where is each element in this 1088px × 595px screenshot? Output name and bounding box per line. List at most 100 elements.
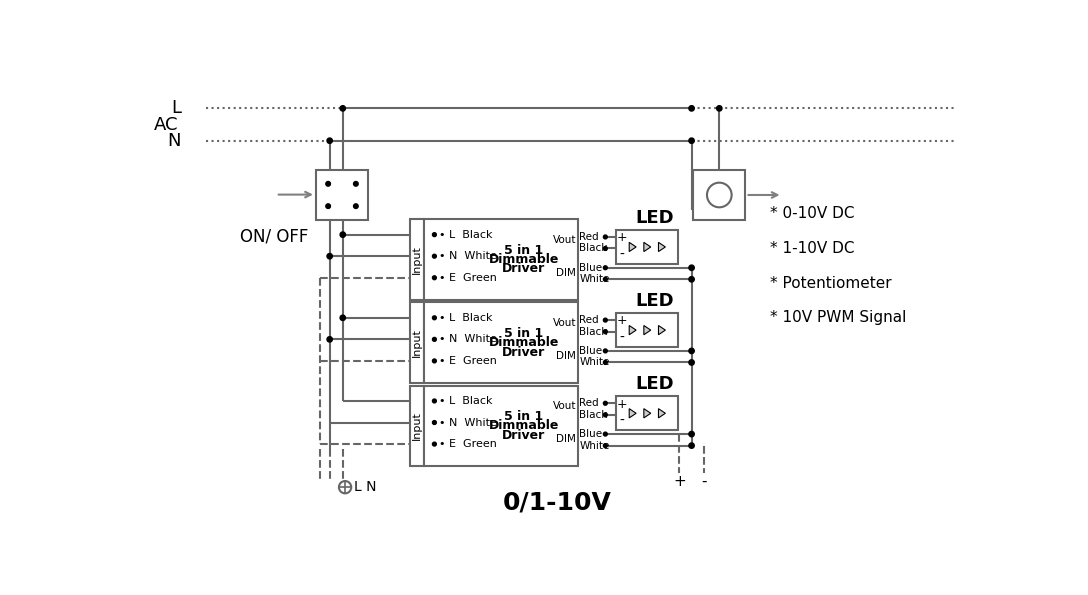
Circle shape xyxy=(432,359,436,363)
Circle shape xyxy=(604,277,607,281)
Text: +: + xyxy=(616,231,627,244)
Bar xyxy=(410,302,423,383)
Text: * 0-10V DC: * 0-10V DC xyxy=(770,206,854,221)
Circle shape xyxy=(717,106,722,111)
Circle shape xyxy=(604,235,607,239)
Circle shape xyxy=(689,277,694,282)
Circle shape xyxy=(325,204,331,208)
Circle shape xyxy=(689,348,694,353)
Text: White: White xyxy=(579,274,609,284)
Bar xyxy=(616,396,678,430)
Circle shape xyxy=(341,232,346,237)
Text: White: White xyxy=(579,441,609,450)
Polygon shape xyxy=(629,409,636,418)
Text: Dimmable: Dimmable xyxy=(489,419,559,433)
Bar xyxy=(410,386,423,466)
Circle shape xyxy=(604,266,607,270)
Bar xyxy=(423,386,578,466)
Text: 5 in 1: 5 in 1 xyxy=(504,244,543,257)
Polygon shape xyxy=(644,409,651,418)
Text: * 10V PWM Signal: * 10V PWM Signal xyxy=(770,311,906,325)
Text: Input: Input xyxy=(411,412,422,440)
Text: Blue: Blue xyxy=(579,346,603,356)
Polygon shape xyxy=(644,242,651,252)
Circle shape xyxy=(325,181,331,186)
Polygon shape xyxy=(658,325,666,335)
Text: LED: LED xyxy=(635,375,673,393)
Text: • E  Green: • E Green xyxy=(440,356,497,366)
Text: Driver: Driver xyxy=(502,429,545,441)
Bar xyxy=(423,219,578,300)
Circle shape xyxy=(354,204,358,208)
Circle shape xyxy=(604,349,607,353)
Text: Black: Black xyxy=(579,243,607,253)
Circle shape xyxy=(327,253,332,259)
Circle shape xyxy=(689,138,694,143)
Circle shape xyxy=(432,337,436,342)
Text: DIM: DIM xyxy=(556,434,576,444)
Text: N: N xyxy=(168,131,181,150)
Text: Blue: Blue xyxy=(579,429,603,439)
Text: Black: Black xyxy=(579,327,607,337)
Circle shape xyxy=(689,106,694,111)
Text: 0/1-10V: 0/1-10V xyxy=(503,491,613,515)
Text: Input: Input xyxy=(411,245,422,274)
Text: • E  Green: • E Green xyxy=(440,273,497,283)
Text: Dimmable: Dimmable xyxy=(489,336,559,349)
Circle shape xyxy=(689,265,694,271)
Circle shape xyxy=(604,318,607,322)
Circle shape xyxy=(354,181,358,186)
Polygon shape xyxy=(658,242,666,252)
Text: Black: Black xyxy=(579,410,607,420)
Text: Blue: Blue xyxy=(579,263,603,273)
Text: ON/ OFF: ON/ OFF xyxy=(239,228,308,246)
Bar xyxy=(693,170,745,220)
Text: 5 in 1: 5 in 1 xyxy=(504,410,543,423)
Text: White: White xyxy=(579,358,609,368)
Text: Red: Red xyxy=(579,398,598,408)
Circle shape xyxy=(341,106,346,111)
Bar xyxy=(423,302,578,383)
Circle shape xyxy=(432,442,436,446)
Text: +: + xyxy=(616,314,627,327)
Circle shape xyxy=(432,399,436,403)
Text: • E  Green: • E Green xyxy=(440,439,497,449)
Text: Red: Red xyxy=(579,315,598,325)
Text: • L  Black: • L Black xyxy=(440,230,493,240)
Circle shape xyxy=(327,138,332,143)
Text: Dimmable: Dimmable xyxy=(489,253,559,266)
Text: -: - xyxy=(619,248,623,262)
Polygon shape xyxy=(644,325,651,335)
Text: LED: LED xyxy=(635,292,673,310)
Circle shape xyxy=(604,246,607,250)
Circle shape xyxy=(432,254,436,258)
Text: • N  White: • N White xyxy=(440,251,497,261)
Text: Driver: Driver xyxy=(502,262,545,275)
Bar xyxy=(316,170,368,220)
Circle shape xyxy=(432,233,436,237)
Text: LED: LED xyxy=(635,209,673,227)
Circle shape xyxy=(327,337,332,342)
Text: * 1-10V DC: * 1-10V DC xyxy=(770,241,854,256)
Text: Vout: Vout xyxy=(553,235,576,245)
Text: * Potentiometer: * Potentiometer xyxy=(770,275,892,290)
Text: +: + xyxy=(672,474,685,488)
Circle shape xyxy=(432,276,436,280)
Text: Vout: Vout xyxy=(553,402,576,411)
Text: DIM: DIM xyxy=(556,268,576,278)
Text: -: - xyxy=(619,414,623,428)
Polygon shape xyxy=(629,325,636,335)
Text: +: + xyxy=(616,397,627,411)
Circle shape xyxy=(604,330,607,334)
Text: Red: Red xyxy=(579,232,598,242)
Text: L: L xyxy=(171,99,181,117)
Bar xyxy=(410,219,423,300)
Text: • N  White: • N White xyxy=(440,334,497,345)
Circle shape xyxy=(604,444,607,447)
Circle shape xyxy=(689,360,694,365)
Text: 5 in 1: 5 in 1 xyxy=(504,327,543,340)
Circle shape xyxy=(341,315,346,321)
Circle shape xyxy=(604,402,607,405)
Text: Driver: Driver xyxy=(502,346,545,359)
Circle shape xyxy=(432,316,436,320)
